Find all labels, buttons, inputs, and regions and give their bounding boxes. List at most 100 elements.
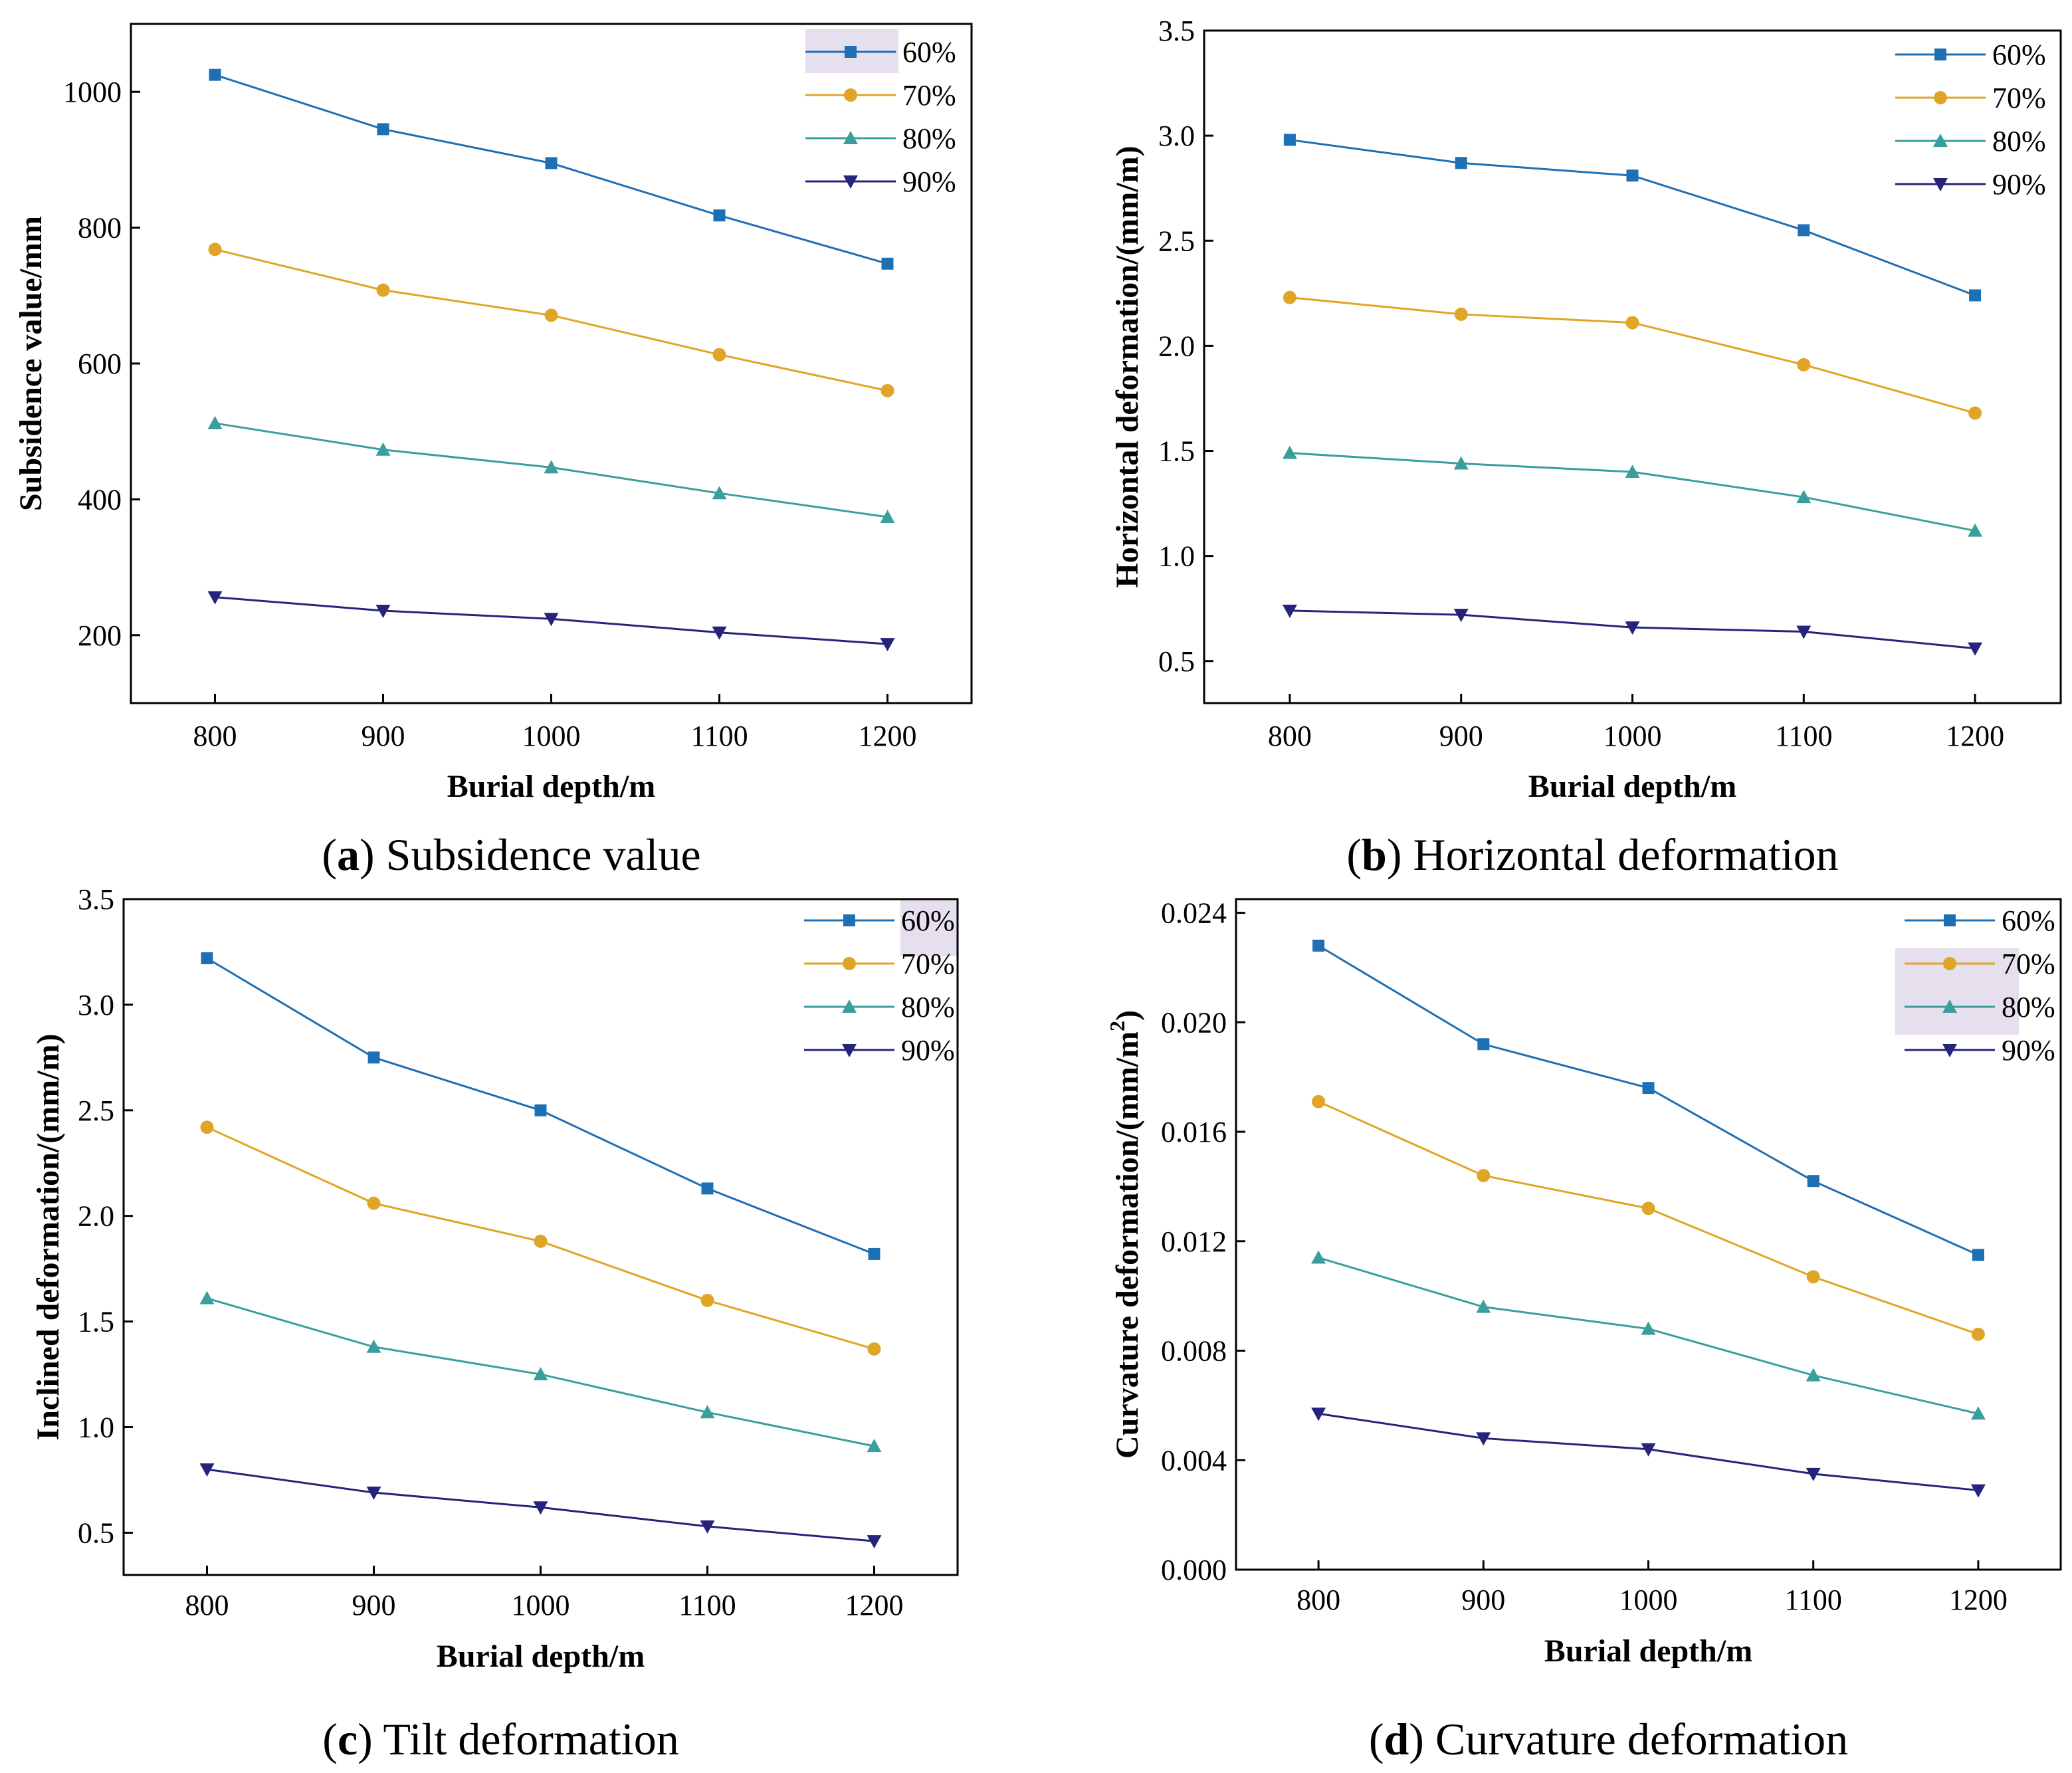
y-tick-label: 1000 [63,76,122,108]
caption-text: Curvature deformation [1435,1714,1848,1764]
data-point-s60 [1807,1175,1819,1188]
legend-label-s70: 70% [1992,82,2046,114]
legend-marker-s90 [1933,178,1948,191]
y-tick-label: 0.000 [1161,1554,1227,1586]
x-tick-label: 1100 [690,720,748,752]
data-point-s70 [1283,290,1296,304]
chart-panel-d: 800 900 1000 1100 1200 0.000 0.004 0.008 0.012 0.… [1105,897,2062,1764]
legend-highlight [900,899,958,956]
data-point-s70 [208,243,222,257]
data-point-s70 [700,1293,714,1307]
x-tick-label: 800 [1268,720,1312,752]
x-tick-label: 1200 [1949,1584,2008,1616]
legend-label-s90: 90% [902,165,956,198]
plot-frame [1203,29,2062,704]
y-tick-label: 3.5 [78,883,114,916]
data-point-s80 [533,1367,548,1381]
y-axis-label: Inclined deformation/(mm/m) [31,1034,66,1441]
data-point-s80 [700,1405,715,1419]
data-point-s60 [1477,1038,1490,1051]
caption-letter: d [1384,1714,1409,1764]
data-point-s90 [375,605,391,619]
caption-letter: b [1362,829,1387,880]
legend-label-s70: 70% [2002,948,2055,980]
x-tick-label: 1100 [1785,1584,1842,1616]
data-point-s80 [712,486,727,500]
caption-paren-close: ) [360,829,386,880]
data-point-s90 [207,591,223,605]
legend-marker-s90 [1942,1044,1957,1057]
data-point-s90 [533,1501,548,1515]
legend-marker-s70 [1943,957,1956,970]
caption-letter: a [337,829,360,880]
caption-text: Subsidence value [386,829,701,880]
x-tick-label: 900 [1461,1584,1505,1616]
data-point-s90 [199,1463,215,1477]
data-point-s80 [1476,1299,1491,1313]
y-tick-label: 1.0 [1158,540,1195,573]
panel-caption: (d) Curvature deformation [1369,1714,1848,1764]
legend-label-s60: 60% [1992,39,2046,71]
legend-marker-s70 [1934,91,1947,104]
data-point-s60 [868,1247,881,1260]
y-tick-label: 1.5 [78,1306,114,1338]
legend-label-s80: 80% [901,991,955,1023]
data-point-s60 [881,257,894,270]
x-tick-label: 800 [185,1589,229,1621]
caption-paren-open: ( [1346,829,1362,880]
data-point-s90 [1625,621,1640,635]
data-point-s70 [1806,1270,1820,1284]
x-tick-label: 900 [362,720,405,752]
y-tick-label: 2.0 [1158,330,1195,362]
y-tick-label: 3.0 [78,989,114,1021]
legend-marker-s60 [1944,914,1956,926]
y-axis-label-text: Horizontal deformation/(mm/m) [1110,146,1145,587]
data-point-s90 [700,1520,715,1534]
legend-marker-s80 [842,999,857,1013]
data-point-s80 [1968,523,1983,537]
data-point-s80 [207,415,223,429]
panel-caption: (b) Horizontal deformation [1346,829,1838,880]
data-point-s70 [200,1120,214,1134]
data-point-s70 [1454,307,1468,321]
data-point-s70 [1797,358,1811,371]
series-line-s60 [215,74,888,265]
caption-paren-close: ) [1409,1714,1435,1764]
y-tick-label: 1.5 [1158,435,1195,468]
data-point-s60 [1312,940,1325,952]
legend-marker-s80 [843,131,858,144]
legend-marker-s60 [845,46,857,58]
data-point-s70 [867,1342,881,1356]
legend-label-s90: 90% [1992,168,2046,201]
y-tick-label: 0.008 [1161,1335,1227,1368]
data-point-s80 [1282,445,1297,459]
data-point-s60 [367,1051,380,1064]
data-point-s90 [366,1487,381,1501]
y-tick-label: 0.5 [1158,645,1195,678]
legend-marker-s80 [1942,999,1957,1013]
y-axis-label-text: Subsidence value/mm [13,216,49,511]
data-point-s70 [1477,1168,1491,1182]
data-point-s90 [1968,642,1983,656]
y-axis-label-superscript: 2 [1105,1021,1129,1031]
legend-label-s60: 60% [902,36,956,68]
data-point-s60 [1972,1249,1984,1261]
legend-label-s80: 80% [1992,125,2046,157]
data-point-s70 [367,1196,381,1210]
y-tick-label: 1.0 [78,1411,114,1444]
data-point-s60 [1455,157,1467,169]
data-point-s60 [1798,224,1810,237]
data-point-s70 [1971,1327,1985,1341]
panel-caption: (a) Subsidence value [322,829,700,880]
y-tick-label: 0.004 [1161,1444,1227,1477]
y-tick-label: 600 [78,348,122,380]
data-point-s70 [544,308,558,322]
caption-text: Tilt deformation [383,1714,679,1764]
data-point-s90 [867,1535,882,1549]
x-tick-label: 1000 [512,1589,570,1621]
data-point-s90 [1453,609,1469,623]
data-point-s90 [1476,1432,1491,1446]
legend-label-s90: 90% [2002,1034,2055,1067]
data-point-s80 [1311,1250,1326,1264]
